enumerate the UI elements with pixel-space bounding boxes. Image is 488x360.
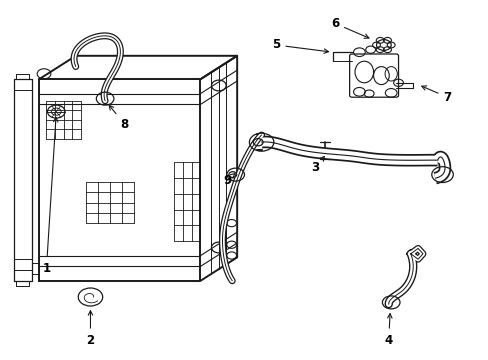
Text: 4: 4 [384,314,392,347]
Text: 8: 8 [109,105,128,131]
Text: 3: 3 [311,156,324,174]
Text: 1: 1 [42,117,58,275]
Text: 5: 5 [272,39,328,53]
Text: 2: 2 [86,311,94,347]
Text: 7: 7 [421,86,450,104]
Text: 9: 9 [223,174,234,186]
Text: 6: 6 [330,17,368,38]
